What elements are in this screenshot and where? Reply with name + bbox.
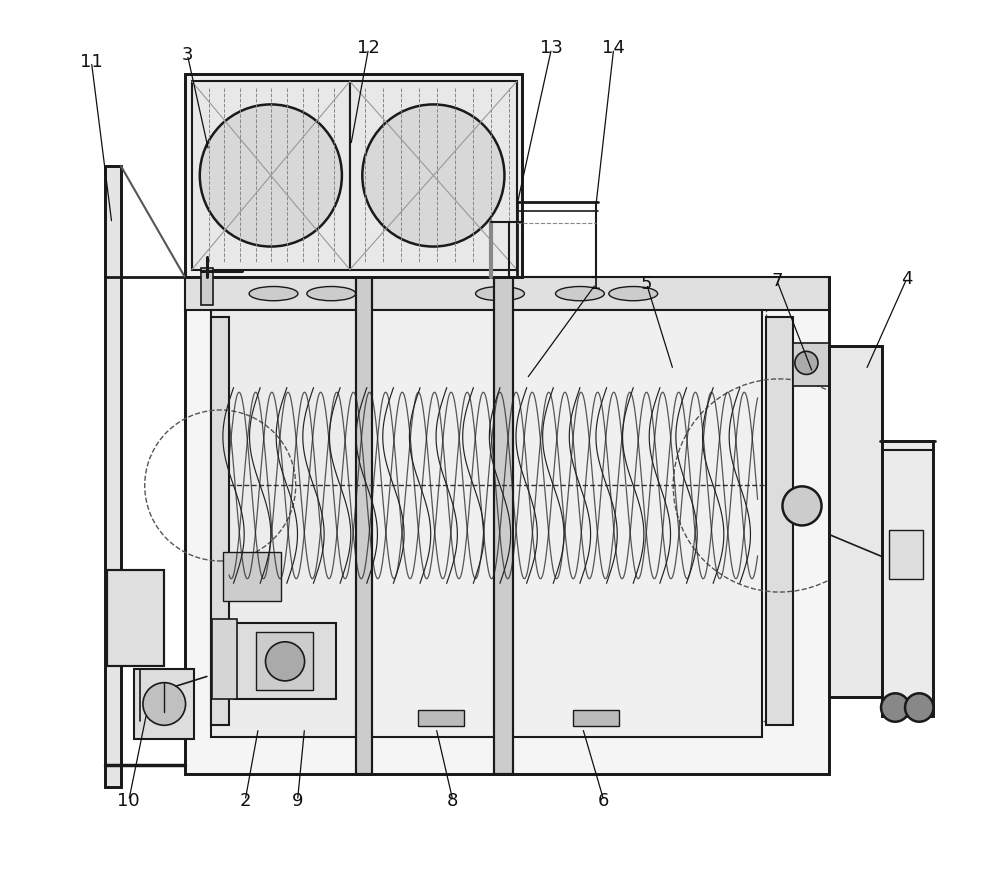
Ellipse shape <box>556 287 604 301</box>
Bar <box>356 277 372 774</box>
Ellipse shape <box>609 287 658 301</box>
Bar <box>185 74 522 277</box>
Text: 4: 4 <box>901 269 913 288</box>
Text: 2: 2 <box>239 792 251 810</box>
Text: 1: 1 <box>590 274 602 293</box>
Circle shape <box>881 693 909 722</box>
Bar <box>829 346 882 697</box>
Text: 9: 9 <box>292 792 303 810</box>
Text: 12: 12 <box>357 39 380 57</box>
Text: 7: 7 <box>771 272 783 290</box>
Bar <box>234 623 336 699</box>
Text: 3: 3 <box>182 45 193 63</box>
Bar <box>107 570 164 666</box>
Bar <box>829 346 882 697</box>
Text: 10: 10 <box>117 792 140 810</box>
Bar <box>211 316 229 725</box>
Circle shape <box>782 486 822 526</box>
Bar <box>212 618 237 699</box>
Circle shape <box>795 351 818 374</box>
Bar <box>105 166 121 788</box>
Bar <box>192 81 350 270</box>
Bar <box>418 710 464 726</box>
Circle shape <box>143 683 186 725</box>
Bar <box>573 710 619 726</box>
Ellipse shape <box>307 287 356 301</box>
Text: 6: 6 <box>598 792 610 810</box>
Ellipse shape <box>476 287 524 301</box>
Bar <box>134 669 194 739</box>
Bar <box>201 268 213 305</box>
Bar <box>256 632 313 690</box>
Circle shape <box>905 693 933 722</box>
Bar <box>185 277 829 774</box>
Text: 13: 13 <box>540 39 563 57</box>
Bar <box>494 277 513 774</box>
Bar <box>494 277 513 774</box>
Text: 14: 14 <box>602 39 625 57</box>
Bar <box>185 277 829 310</box>
Bar <box>223 552 281 601</box>
Bar <box>350 81 517 270</box>
Bar <box>793 343 829 386</box>
Bar <box>356 277 372 774</box>
Text: 5: 5 <box>641 274 652 293</box>
Bar <box>358 310 762 737</box>
Bar <box>105 166 121 788</box>
Bar <box>766 316 793 725</box>
Text: 11: 11 <box>80 53 103 70</box>
Bar <box>107 570 164 666</box>
Bar <box>882 441 933 716</box>
Bar <box>889 530 923 579</box>
Text: 8: 8 <box>447 792 459 810</box>
Circle shape <box>362 104 504 247</box>
Circle shape <box>200 104 342 247</box>
Bar <box>185 74 522 277</box>
Bar <box>211 310 358 737</box>
Bar <box>211 303 766 721</box>
Bar <box>882 441 933 716</box>
Ellipse shape <box>249 287 298 301</box>
Circle shape <box>266 642 305 681</box>
Bar <box>185 277 829 774</box>
